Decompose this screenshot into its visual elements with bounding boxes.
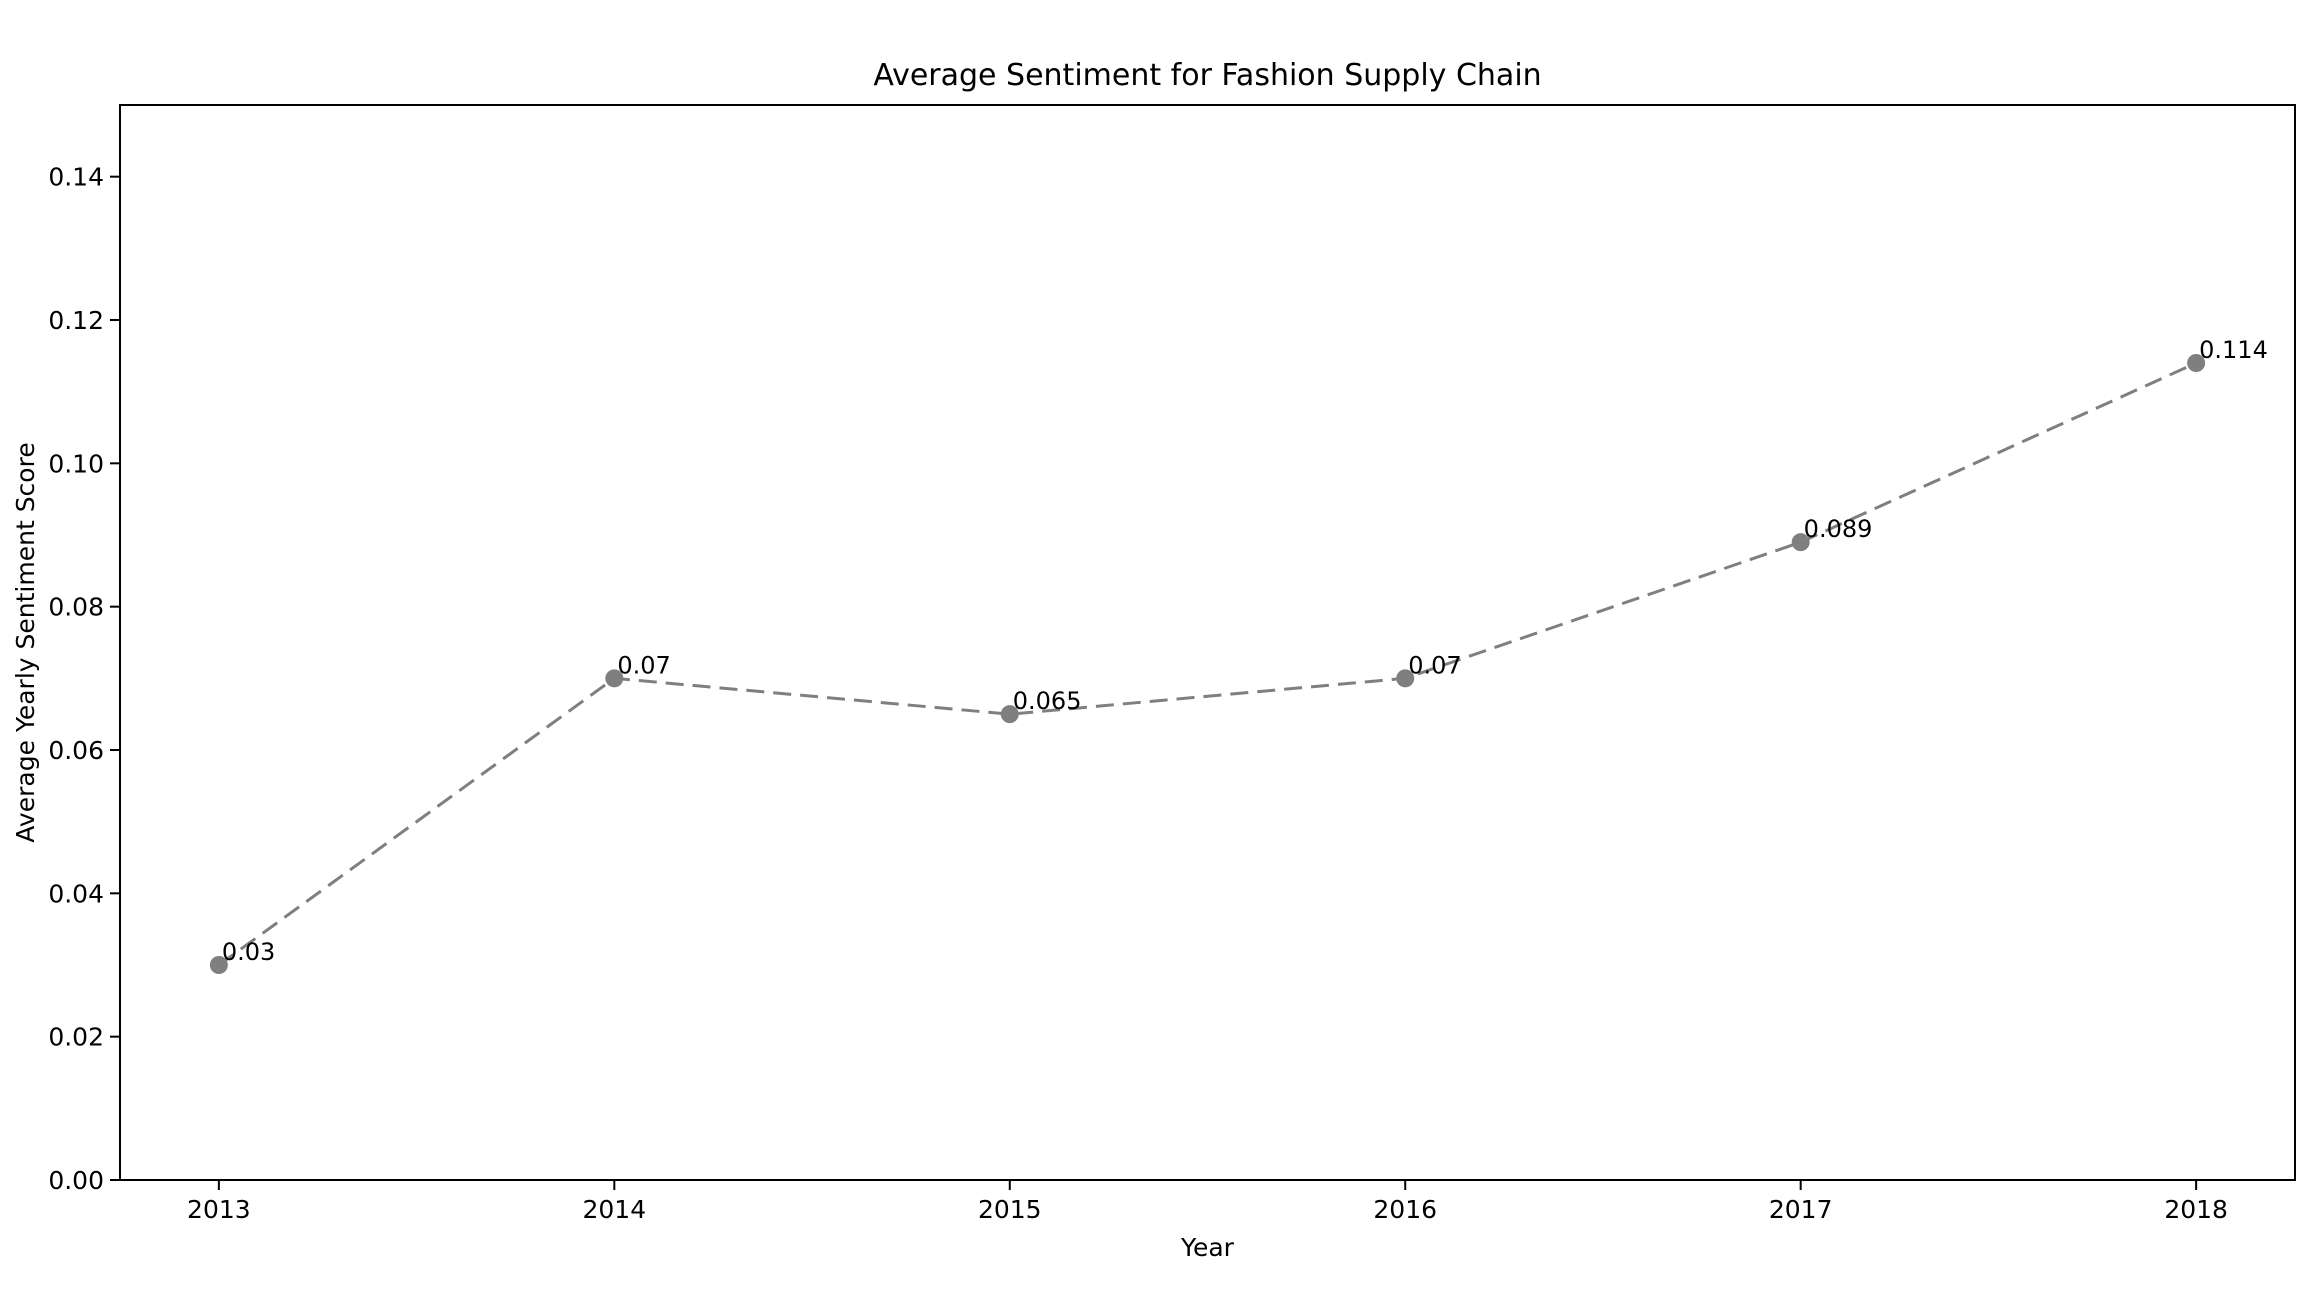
x-tick-label: 2017 bbox=[1769, 1195, 1833, 1224]
x-tick-label: 2013 bbox=[187, 1195, 251, 1224]
data-series bbox=[209, 354, 2206, 974]
y-tick-label: 0.12 bbox=[48, 306, 104, 335]
data-point-label: 0.03 bbox=[222, 938, 275, 966]
data-point-marker bbox=[2187, 354, 2206, 372]
data-point-label: 0.114 bbox=[2199, 336, 2268, 364]
x-tick-label: 2018 bbox=[2164, 1195, 2228, 1224]
y-tick-label: 0.06 bbox=[48, 736, 104, 765]
plot-area-border bbox=[119, 104, 2296, 1181]
y-tick-label: 0.04 bbox=[48, 879, 104, 908]
x-axis-label: Year bbox=[1180, 1233, 1235, 1262]
y-axis-label: Average Yearly Sentiment Score bbox=[11, 442, 40, 842]
data-point-marker bbox=[1000, 705, 1019, 724]
axis-ticks: 0.00 0.02 0.04 0.06 0.08 0.10 0.12 0.14 2013 2014… bbox=[48, 163, 2228, 1224]
point-labels: 0.03 0.07 0.065 0.07 0.089 0.114 bbox=[222, 336, 2268, 966]
data-point-marker bbox=[1396, 669, 1415, 688]
trend-line bbox=[218, 361, 2197, 967]
data-point-label: 0.065 bbox=[1013, 687, 1082, 715]
y-tick-label: 0.08 bbox=[48, 593, 104, 622]
data-point-marker bbox=[209, 956, 228, 974]
y-tick-label: 0.02 bbox=[48, 1023, 104, 1052]
data-point-label: 0.089 bbox=[1804, 515, 1873, 543]
data-point-label: 0.07 bbox=[1408, 651, 1461, 679]
data-point-marker bbox=[605, 669, 624, 688]
y-tick-label: 0.00 bbox=[48, 1166, 104, 1195]
y-tick-label: 0.14 bbox=[48, 163, 104, 192]
x-tick-label: 2015 bbox=[978, 1195, 1042, 1224]
x-tick-label: 2014 bbox=[583, 1195, 647, 1224]
data-point-marker bbox=[1791, 533, 1810, 552]
chart-title: Average Sentiment for Fashion Supply Cha… bbox=[873, 58, 1541, 93]
y-tick-label: 0.10 bbox=[48, 449, 104, 478]
data-point-label: 0.07 bbox=[617, 651, 670, 679]
x-tick-label: 2016 bbox=[1373, 1195, 1437, 1224]
